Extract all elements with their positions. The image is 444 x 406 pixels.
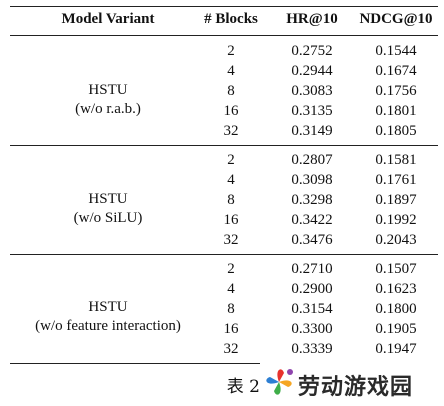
- cell-ndcg: 0.1544: [375, 43, 417, 59]
- cell-hr: 0.3135: [291, 103, 333, 119]
- cell-hr: 0.2752: [291, 43, 333, 59]
- cell-ndcg: 0.1761: [375, 172, 417, 188]
- cell-blocks: 16: [223, 321, 239, 337]
- cell-ndcg: 0.2043: [375, 232, 417, 248]
- cell-ndcg: 0.1897: [375, 192, 417, 208]
- cell-ndcg: 0.1581: [375, 152, 417, 168]
- cell-ndcg: 0.1905: [375, 321, 417, 337]
- cell-blocks: 32: [223, 123, 239, 139]
- cell-hr: 0.2944: [291, 63, 333, 79]
- cell-hr: 0.3476: [291, 232, 333, 248]
- cell-blocks: 4: [227, 281, 235, 297]
- header-blocks: # Blocks: [204, 11, 258, 27]
- cell-hr: 0.2807: [291, 152, 333, 168]
- group-label: HSTU (w/o feature interaction): [10, 298, 206, 336]
- cell-hr: 0.3300: [291, 321, 333, 337]
- header-ndcg10: NDCG@10: [359, 11, 433, 27]
- group-label-variant: (w/o r.a.b.): [75, 101, 141, 117]
- pinwheel-logo-icon: [266, 369, 293, 395]
- cell-ndcg: 0.1507: [375, 261, 417, 277]
- cell-blocks: 2: [227, 43, 235, 59]
- cell-hr: 0.3083: [291, 83, 333, 99]
- cell-blocks: 8: [227, 192, 235, 208]
- watermark-text: 劳动游戏园: [298, 375, 414, 400]
- cell-hr: 0.2710: [291, 261, 333, 277]
- group-label: HSTU (w/o r.a.b.): [10, 81, 206, 119]
- group-label-name: HSTU: [88, 191, 128, 207]
- cell-hr: 0.2900: [291, 281, 333, 297]
- header-hr10: HR@10: [286, 11, 338, 27]
- cell-ndcg: 0.1756: [375, 83, 417, 99]
- cell-hr: 0.3422: [291, 212, 333, 228]
- group-label: HSTU (w/o SiLU): [10, 190, 206, 228]
- cell-ndcg: 0.1674: [375, 63, 417, 79]
- cell-blocks: 32: [223, 341, 239, 357]
- group-label-variant: (w/o SiLU): [73, 210, 143, 226]
- group-rule: [10, 254, 438, 255]
- cell-ndcg: 0.1801: [375, 103, 417, 119]
- bottom-rule: [10, 363, 260, 364]
- cell-ndcg: 0.1800: [375, 301, 417, 317]
- cell-hr: 0.3298: [291, 192, 333, 208]
- cell-blocks: 4: [227, 63, 235, 79]
- group-label-name: HSTU: [88, 82, 128, 98]
- table-caption: 表 2: [226, 377, 260, 397]
- cell-hr: 0.3149: [291, 123, 333, 139]
- cell-ndcg: 0.1623: [375, 281, 417, 297]
- watermark: 劳动游戏园: [262, 362, 444, 402]
- group-label-name: HSTU: [88, 299, 128, 315]
- cell-hr: 0.3154: [291, 301, 333, 317]
- cell-blocks: 4: [227, 172, 235, 188]
- cell-ndcg: 0.1992: [375, 212, 417, 228]
- cell-hr: 0.3098: [291, 172, 333, 188]
- cell-hr: 0.3339: [291, 341, 333, 357]
- header-rule: [10, 35, 438, 36]
- cell-ndcg: 0.1947: [375, 341, 417, 357]
- cell-blocks: 8: [227, 301, 235, 317]
- group-rule: [10, 145, 438, 146]
- top-rule: [10, 6, 438, 7]
- cell-blocks: 16: [223, 103, 239, 119]
- group-label-variant: (w/o feature interaction): [35, 318, 181, 334]
- cell-blocks: 2: [227, 261, 235, 277]
- cell-blocks: 2: [227, 152, 235, 168]
- cell-blocks: 16: [223, 212, 239, 228]
- cell-ndcg: 0.1805: [375, 123, 417, 139]
- header-model-variant: Model Variant: [61, 11, 155, 27]
- cell-blocks: 32: [223, 232, 239, 248]
- cell-blocks: 8: [227, 83, 235, 99]
